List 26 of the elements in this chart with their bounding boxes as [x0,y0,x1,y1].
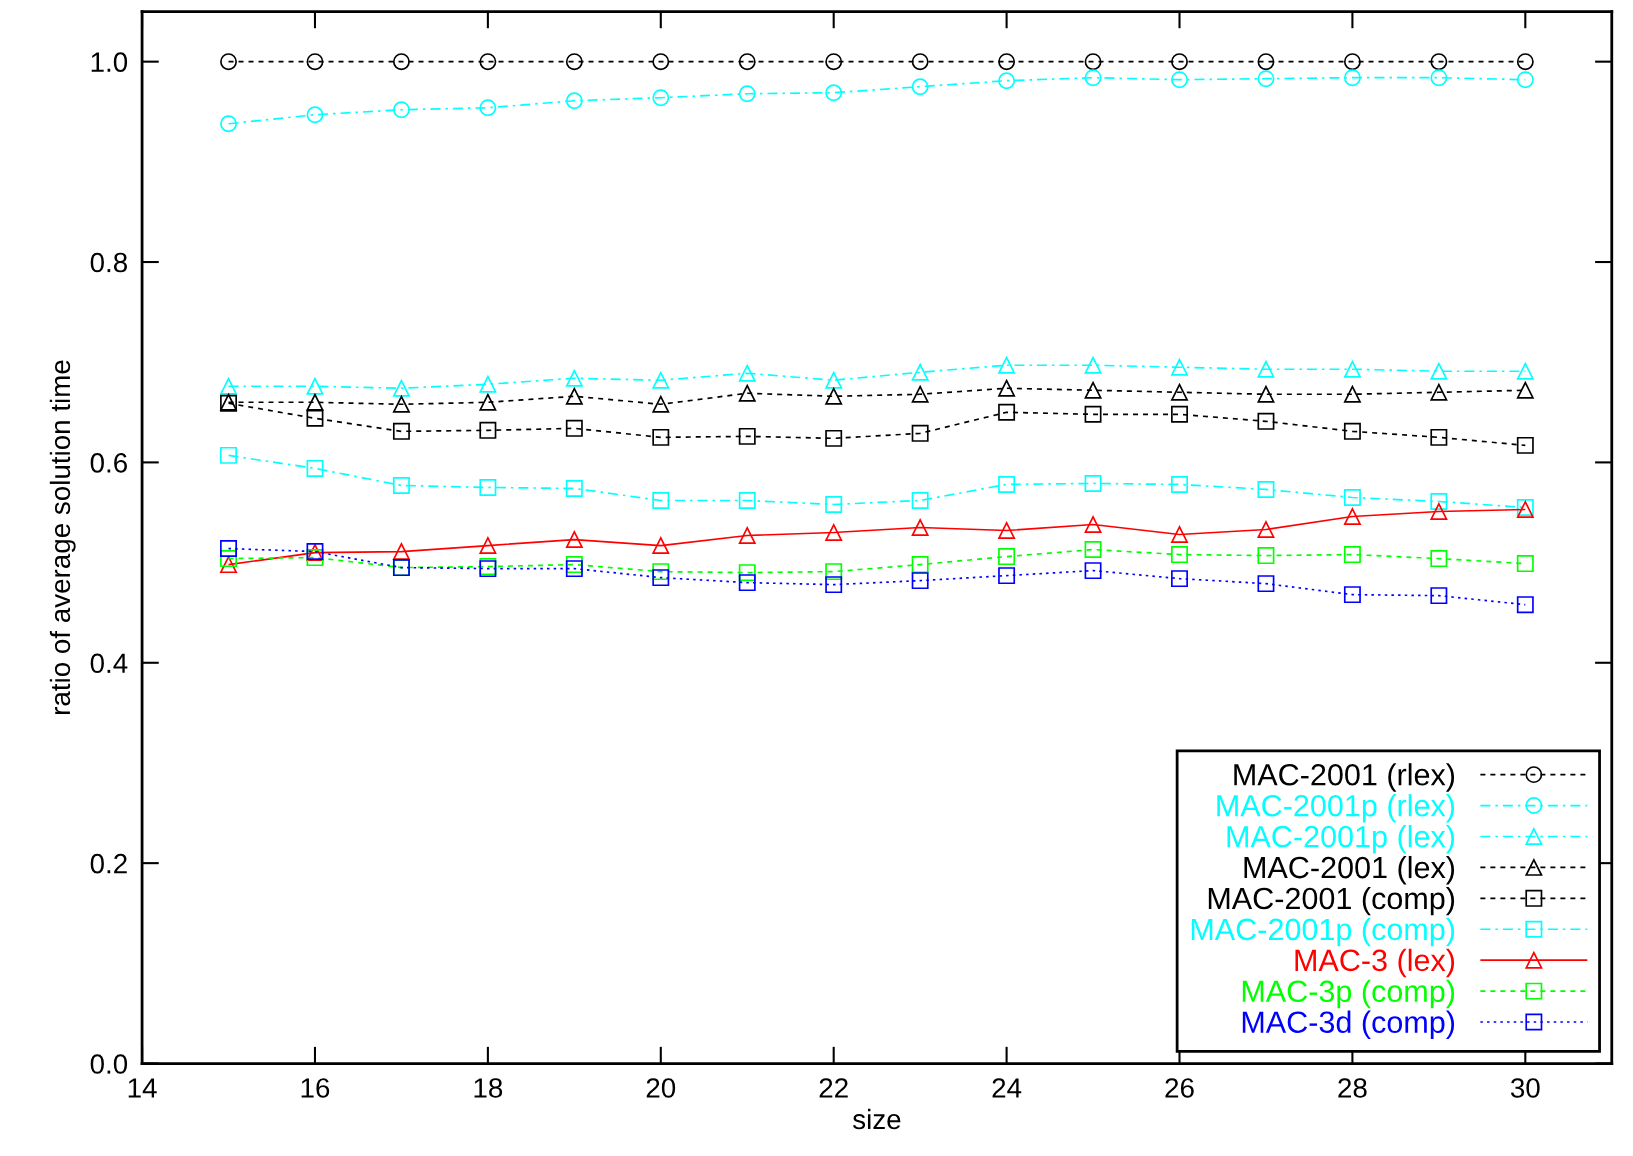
x-tick-label: 30 [1510,1078,1540,1098]
legend-label: MAC-2001 (rlex) [1234,763,1455,792]
x-tick-label: 14 [128,1078,157,1098]
y-axis-title: ratio of average solution time [49,360,76,715]
y-tick-label: 1.0 [91,52,128,72]
y-tick-label: 0.4 [90,653,128,674]
legend-label: MAC-2001p (lex) [1227,825,1455,854]
y-tick-label: 0.2 [90,853,127,874]
x-tick-label: 28 [1338,1078,1367,1098]
x-tick-label: 24 [992,1078,1022,1098]
x-tick-label: 26 [1165,1078,1194,1098]
x-tick-label: 20 [646,1078,676,1098]
y-tick-label: 0.0 [90,1054,128,1074]
x-tick-label: 18 [474,1078,503,1098]
y-tick-label: 0.6 [90,453,127,473]
x-axis-title: size [853,1108,901,1130]
x-tick-label: 22 [819,1078,848,1098]
legend-label: MAC-2001 (comp) [1208,886,1455,916]
x-tick-label: 16 [301,1078,330,1098]
legend-label: MAC-3d (comp) [1242,1010,1455,1040]
legend-label: MAC-3p (comp) [1242,979,1455,1009]
legend-label: MAC-3 (lex) [1295,948,1455,978]
y-tick-label: 0.8 [90,252,127,273]
legend-label: MAC-2001p (comp) [1191,917,1455,947]
legend-label: MAC-2001p (rlex) [1217,794,1455,823]
legend-label: MAC-2001 (lex) [1244,855,1455,885]
